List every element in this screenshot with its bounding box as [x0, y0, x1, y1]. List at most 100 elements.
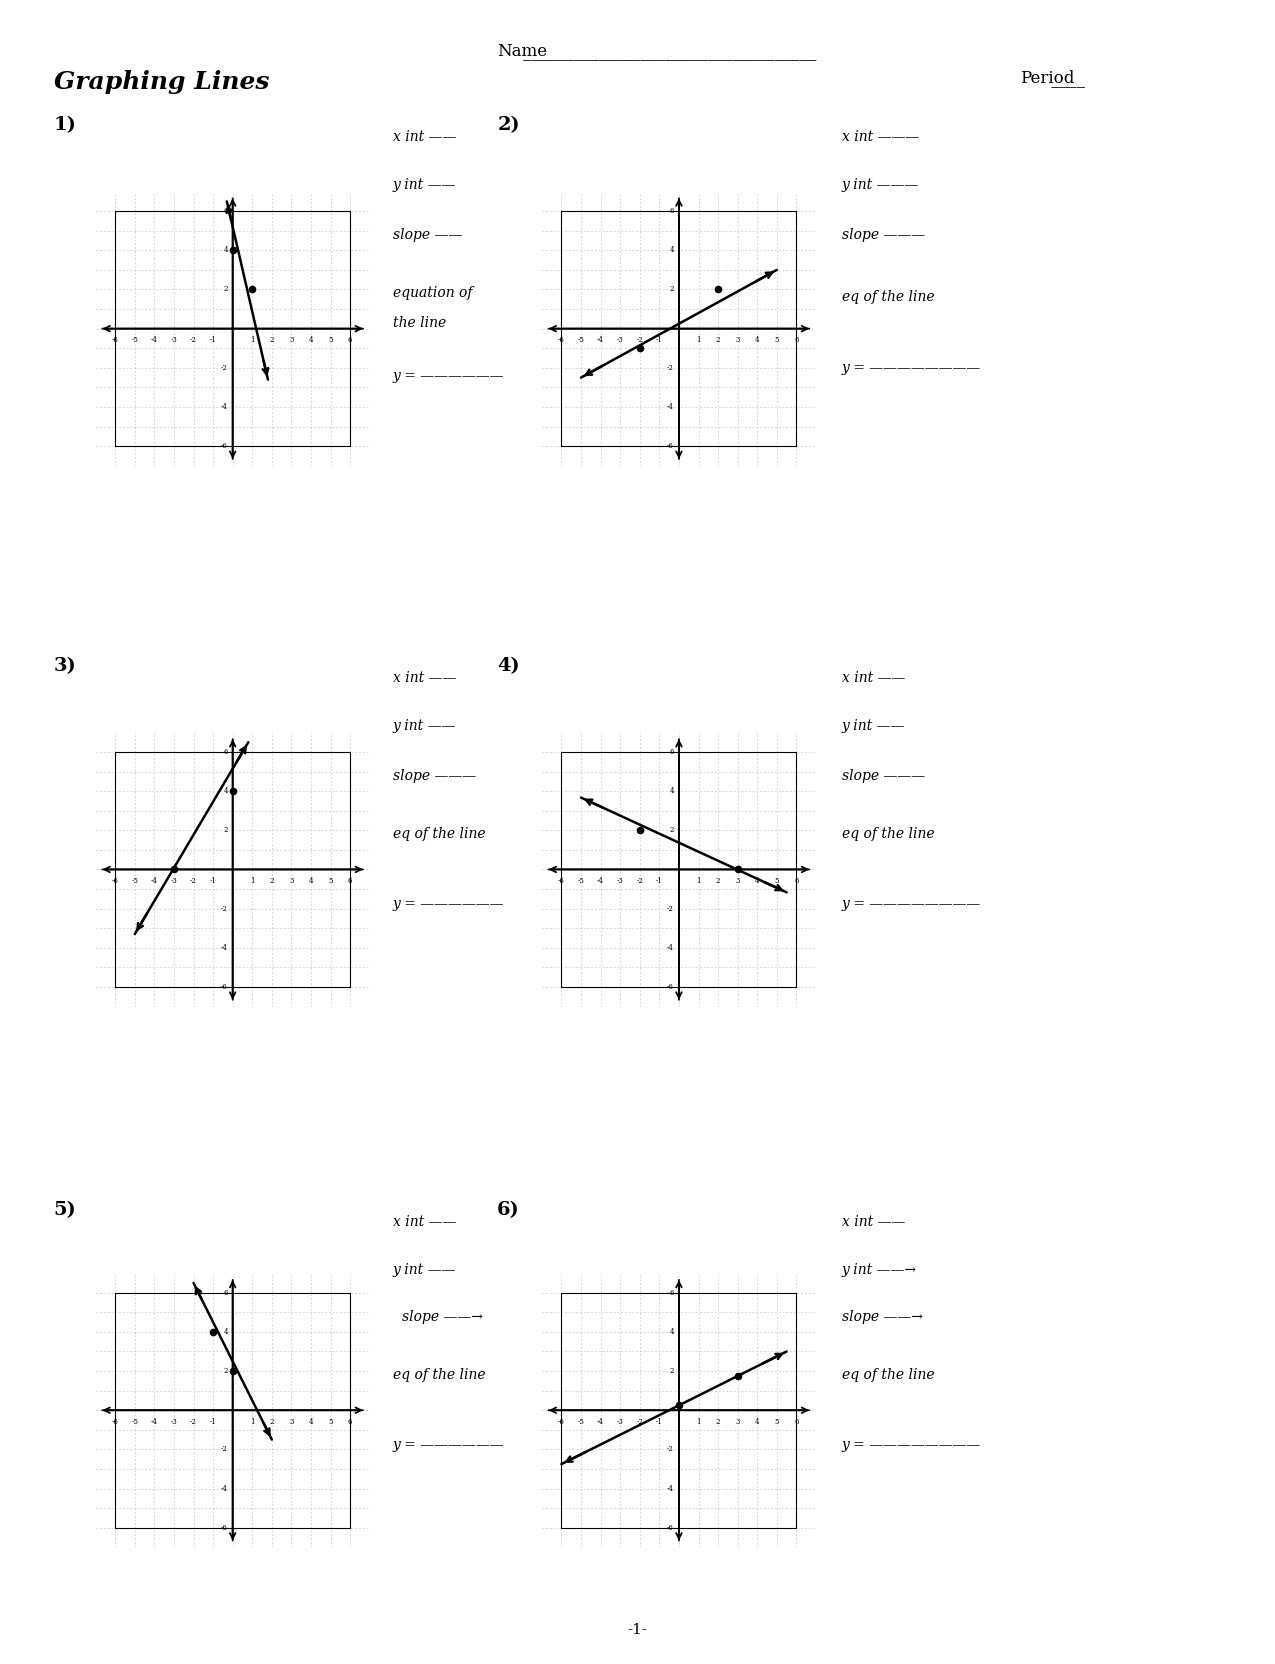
Text: -6: -6	[558, 336, 565, 344]
Text: 2: 2	[223, 827, 228, 834]
Text: y = ——————: y = ——————	[393, 1438, 504, 1451]
Text: -2: -2	[190, 336, 196, 344]
Text: 3: 3	[736, 336, 740, 344]
Text: slope ——→: slope ——→	[402, 1310, 482, 1323]
Text: -3: -3	[617, 877, 623, 885]
Text: x int ——: x int ——	[842, 1215, 905, 1228]
Text: 4: 4	[309, 877, 314, 885]
Text: -5: -5	[578, 336, 584, 344]
Text: -1: -1	[655, 336, 663, 344]
Text: -2: -2	[667, 905, 674, 912]
Text: 2: 2	[669, 827, 674, 834]
Text: the line: the line	[393, 316, 446, 329]
Text: eq of the line: eq of the line	[842, 290, 935, 303]
Text: 2: 2	[269, 1418, 274, 1426]
Text: -6: -6	[667, 1524, 674, 1533]
Text: slope ——→: slope ——→	[842, 1310, 922, 1323]
Text: 5): 5)	[54, 1201, 76, 1220]
Text: 6: 6	[669, 1288, 674, 1296]
Text: 6: 6	[348, 1418, 352, 1426]
Text: 4: 4	[755, 877, 760, 885]
Text: 2: 2	[669, 1368, 674, 1374]
Text: x int ——: x int ——	[842, 671, 905, 684]
Text: -4: -4	[150, 336, 158, 344]
Text: 4: 4	[669, 1328, 674, 1336]
Text: 3: 3	[736, 877, 740, 885]
Text: slope ———: slope ———	[842, 228, 924, 241]
Text: -2: -2	[667, 364, 674, 371]
Text: -5: -5	[578, 1418, 584, 1426]
Text: 2: 2	[223, 1368, 228, 1374]
Text: 1): 1)	[54, 116, 76, 135]
Text: y = ————————: y = ————————	[842, 1438, 980, 1451]
Text: eq of the line: eq of the line	[842, 1368, 935, 1381]
Text: 6: 6	[348, 336, 352, 344]
Text: 2: 2	[269, 336, 274, 344]
Text: 1: 1	[696, 877, 701, 885]
Text: 2: 2	[223, 286, 228, 293]
Text: 4: 4	[309, 1418, 314, 1426]
Text: 6: 6	[223, 1288, 228, 1296]
Text: -6: -6	[667, 443, 674, 451]
Text: -4: -4	[597, 1418, 604, 1426]
Text: 4): 4)	[497, 657, 520, 676]
Text: 1: 1	[696, 1418, 701, 1426]
Text: slope ———: slope ———	[842, 769, 924, 782]
Text: -4: -4	[221, 1484, 228, 1493]
Text: -1: -1	[209, 336, 217, 344]
Text: -4: -4	[221, 403, 228, 411]
Text: -1-: -1-	[627, 1622, 648, 1637]
Text: -2: -2	[636, 877, 643, 885]
Text: -4: -4	[667, 1484, 674, 1493]
Text: -5: -5	[131, 877, 138, 885]
Text: -6: -6	[221, 983, 228, 992]
Text: 2: 2	[715, 1418, 720, 1426]
Text: y = ————————: y = ————————	[842, 361, 980, 374]
Text: 5: 5	[329, 1418, 333, 1426]
Text: 6: 6	[794, 336, 798, 344]
Text: eq of the line: eq of the line	[842, 827, 935, 840]
Text: 6): 6)	[497, 1201, 520, 1220]
Text: 6: 6	[669, 206, 674, 215]
Text: 3: 3	[289, 336, 293, 344]
Text: 3: 3	[289, 1418, 293, 1426]
Text: 6: 6	[223, 747, 228, 755]
Text: x int ———: x int ———	[842, 130, 919, 143]
Text: 5: 5	[329, 336, 333, 344]
Text: 4: 4	[309, 336, 314, 344]
Text: y int ——: y int ——	[393, 1263, 456, 1276]
Text: -6: -6	[112, 1418, 119, 1426]
Text: -6: -6	[221, 443, 228, 451]
Text: -1: -1	[655, 877, 663, 885]
Text: equation of: equation of	[393, 286, 472, 300]
Text: -3: -3	[171, 1418, 177, 1426]
Text: 3): 3)	[54, 657, 76, 676]
Text: y int ——→: y int ——→	[842, 1263, 917, 1276]
Text: 2: 2	[269, 877, 274, 885]
Text: -4: -4	[667, 403, 674, 411]
Text: -5: -5	[578, 877, 584, 885]
Text: 6: 6	[794, 877, 798, 885]
Text: 4: 4	[223, 246, 228, 255]
Text: -2: -2	[221, 1446, 228, 1453]
Text: -2: -2	[636, 336, 643, 344]
Text: 5: 5	[775, 336, 779, 344]
Text: -4: -4	[150, 877, 158, 885]
Text: 2: 2	[715, 877, 720, 885]
Text: -6: -6	[112, 877, 119, 885]
Text: -4: -4	[597, 877, 604, 885]
Text: slope ——: slope ——	[393, 228, 462, 241]
Text: -6: -6	[667, 983, 674, 992]
Text: -1: -1	[655, 1418, 663, 1426]
Text: -4: -4	[667, 943, 674, 952]
Text: 4: 4	[755, 336, 760, 344]
Text: 3: 3	[289, 877, 293, 885]
Text: -2: -2	[190, 877, 196, 885]
Text: slope ———: slope ———	[393, 769, 476, 782]
Text: 4: 4	[755, 1418, 760, 1426]
Text: -1: -1	[209, 877, 217, 885]
Text: 2: 2	[715, 336, 720, 344]
Text: Period: Period	[1020, 70, 1075, 87]
Text: 3: 3	[736, 1418, 740, 1426]
Text: -2: -2	[221, 364, 228, 371]
